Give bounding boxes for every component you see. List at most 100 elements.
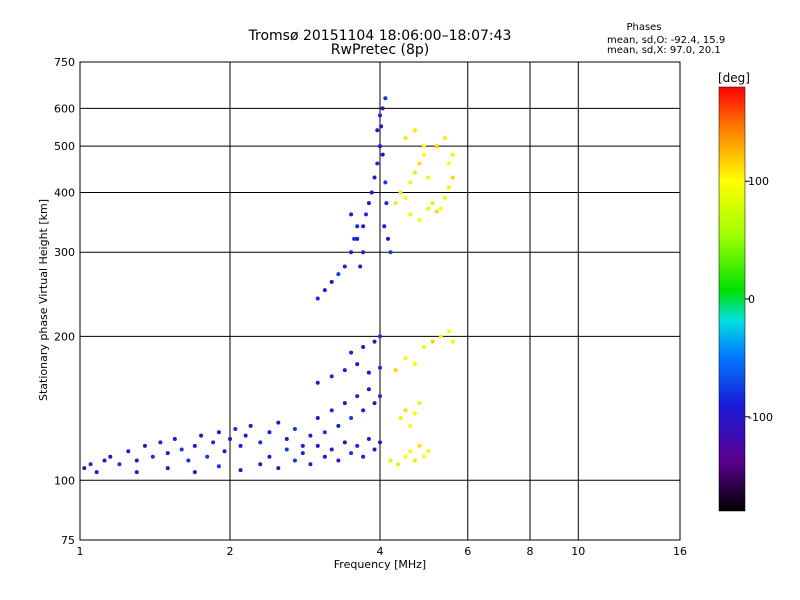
data-point-o xyxy=(378,394,382,399)
data-point-o xyxy=(378,440,382,445)
data-points xyxy=(82,96,455,475)
data-point-x xyxy=(393,368,398,373)
data-point-o xyxy=(349,451,354,456)
data-point-x xyxy=(412,458,417,463)
data-point-o xyxy=(322,454,327,459)
data-point-o xyxy=(383,96,388,101)
data-point-o xyxy=(243,433,248,438)
data-point-x xyxy=(438,334,443,339)
data-point-o xyxy=(361,250,366,255)
data-point-o xyxy=(349,415,354,420)
data-point-x xyxy=(412,170,417,175)
data-point-o xyxy=(378,365,382,370)
data-point-x xyxy=(442,136,447,141)
colorbar-tick-label: 0 xyxy=(748,293,755,306)
data-point-o xyxy=(102,458,107,463)
data-point-o xyxy=(361,408,366,413)
data-point-x xyxy=(403,356,408,361)
data-point-o xyxy=(267,430,272,435)
data-point-x xyxy=(421,144,426,149)
x-tick-label: 16 xyxy=(673,545,687,558)
data-point-o xyxy=(248,423,253,428)
data-point-o xyxy=(336,423,341,428)
data-point-o xyxy=(238,468,243,473)
data-point-o xyxy=(336,272,341,277)
data-point-o xyxy=(380,152,385,157)
data-point-x xyxy=(434,209,439,214)
x-tick-label: 1 xyxy=(77,545,84,558)
data-point-o xyxy=(378,334,382,339)
data-point-o xyxy=(372,447,377,452)
data-point-x xyxy=(412,411,417,416)
stats-line-o: mean, sd,O: -92.4, 15.9 xyxy=(607,35,725,46)
data-point-o xyxy=(372,339,377,344)
data-point-o xyxy=(238,443,243,448)
y-tick-label: 400 xyxy=(54,186,75,199)
data-point-o xyxy=(385,236,390,241)
data-point-x xyxy=(426,449,431,454)
data-point-o xyxy=(186,458,191,463)
data-point-o xyxy=(375,161,380,166)
data-point-x xyxy=(426,175,431,180)
data-point-o xyxy=(134,470,139,475)
chart-title: Tromsø 20151104 18:06:00–18:07:43 xyxy=(248,28,512,44)
data-point-o xyxy=(355,362,360,367)
data-point-x xyxy=(408,180,413,185)
data-point-o xyxy=(300,443,305,448)
data-point-o xyxy=(366,370,371,375)
data-point-o xyxy=(342,440,347,445)
data-point-o xyxy=(372,401,377,406)
data-point-o xyxy=(276,466,281,471)
data-point-x xyxy=(388,458,393,463)
data-point-o xyxy=(378,113,382,118)
data-point-o xyxy=(258,440,263,445)
colorbar xyxy=(718,86,746,512)
data-point-o xyxy=(142,443,147,448)
data-point-o xyxy=(126,449,131,454)
data-point-x xyxy=(403,136,408,141)
data-point-o xyxy=(117,462,122,467)
data-point-o xyxy=(361,454,366,459)
data-point-o xyxy=(284,447,289,452)
y-tick-label: 500 xyxy=(54,140,75,153)
data-point-x xyxy=(408,423,413,428)
data-point-x xyxy=(426,206,431,211)
data-point-o xyxy=(322,288,327,293)
data-point-o xyxy=(192,443,197,448)
colorbar-tick-label: 100 xyxy=(748,175,769,188)
grid xyxy=(80,62,680,540)
data-point-o xyxy=(315,443,320,448)
data-point-o xyxy=(276,420,281,425)
data-point-x xyxy=(403,195,408,200)
data-point-o xyxy=(315,415,320,420)
data-point-o xyxy=(329,447,334,452)
y-tick-label: 100 xyxy=(54,474,75,487)
data-point-x xyxy=(408,449,413,454)
data-point-o xyxy=(364,212,369,217)
data-point-o xyxy=(366,387,371,392)
data-point-o xyxy=(233,427,238,432)
data-point-x xyxy=(393,201,398,206)
data-point-o xyxy=(192,470,197,475)
data-point-x xyxy=(430,339,435,344)
data-point-o xyxy=(199,433,204,438)
data-point-o xyxy=(292,427,297,432)
data-point-o xyxy=(165,451,170,456)
data-point-o xyxy=(322,430,327,435)
data-point-x xyxy=(398,415,403,420)
chart-subtitle: RwPretec (8p) xyxy=(331,42,429,58)
data-point-x xyxy=(398,190,403,195)
data-point-o xyxy=(379,124,384,129)
data-point-o xyxy=(355,224,360,229)
data-point-o xyxy=(342,368,347,373)
data-point-o xyxy=(216,464,221,469)
data-point-x xyxy=(396,462,401,467)
data-point-o xyxy=(352,236,357,241)
data-point-o xyxy=(315,380,320,385)
data-point-o xyxy=(366,201,371,206)
data-point-x xyxy=(417,401,422,406)
x-tick-label: 10 xyxy=(571,545,585,558)
data-point-x xyxy=(417,218,422,223)
data-point-o xyxy=(336,458,341,463)
data-point-o xyxy=(308,433,313,438)
